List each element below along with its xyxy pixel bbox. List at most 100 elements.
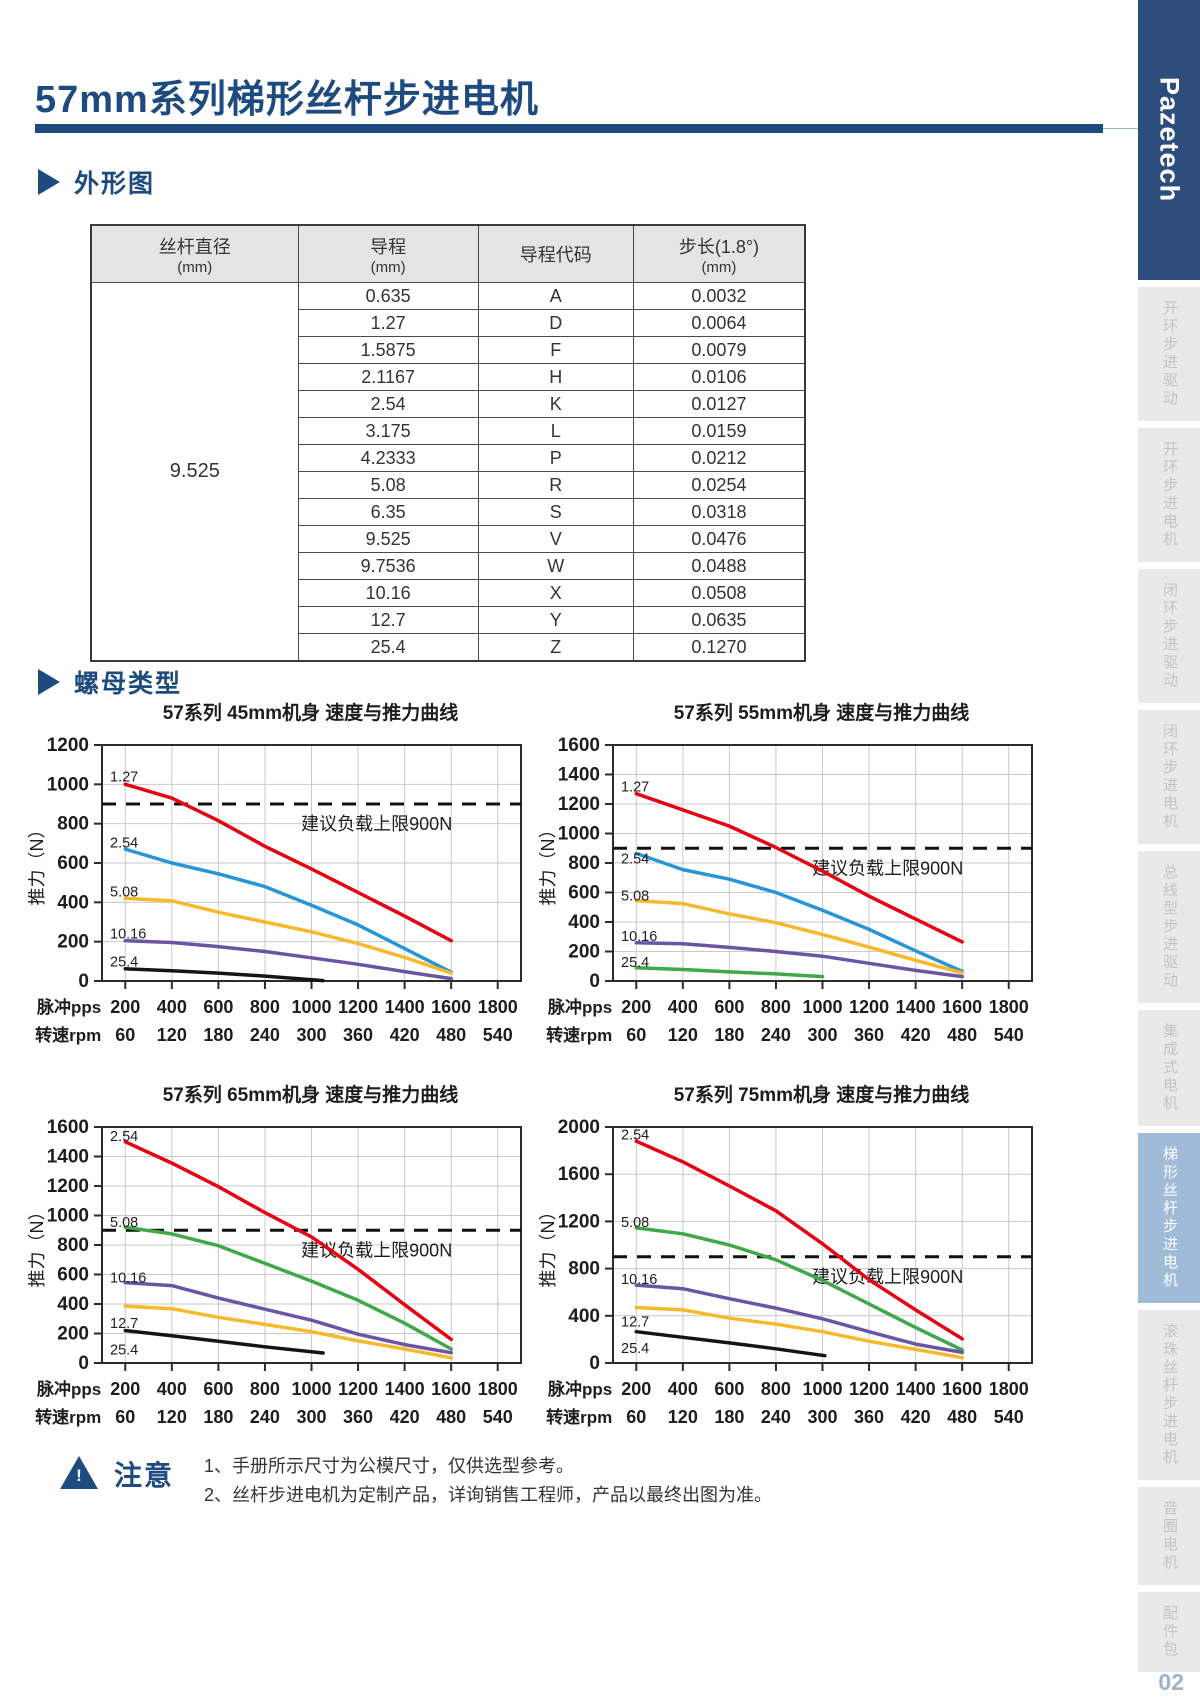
table-cell-lead: 25.4: [297, 633, 479, 662]
sidebar-item-开环步进电机[interactable]: 开环步进电机: [1138, 428, 1200, 562]
svg-text:60: 60: [115, 1025, 135, 1045]
section-outline: 外形图: [38, 164, 155, 200]
svg-text:120: 120: [668, 1407, 698, 1427]
table-cell-step: 0.0064: [632, 309, 806, 337]
svg-text:2.54: 2.54: [621, 852, 649, 868]
svg-text:120: 120: [668, 1025, 698, 1045]
svg-text:1000: 1000: [47, 1206, 89, 1227]
sidebar-item-滚珠丝杆步进电机[interactable]: 滚珠丝杆步进电机: [1138, 1310, 1200, 1480]
svg-text:2000: 2000: [558, 1117, 600, 1138]
sidebar-item-开环步进驱动[interactable]: 开环步进驱动: [1138, 287, 1200, 421]
svg-text:建议负载上限900N: 建议负载上限900N: [301, 1240, 452, 1260]
sidebar-item-配件包[interactable]: 配件包: [1138, 1592, 1200, 1672]
svg-text:1400: 1400: [47, 1147, 89, 1168]
sidebar-item-梯形丝杆步进电机[interactable]: 梯形丝杆步进电机: [1138, 1133, 1200, 1303]
title-underline-ext: [1103, 128, 1138, 129]
svg-text:1000: 1000: [558, 824, 600, 845]
sidebar-item-label: 集成式电机: [1161, 1023, 1178, 1113]
title-underline: [35, 124, 1138, 133]
svg-text:25.4: 25.4: [621, 955, 649, 971]
svg-text:转速rpm: 转速rpm: [546, 1407, 612, 1427]
svg-text:1000: 1000: [291, 1379, 331, 1399]
svg-text:240: 240: [761, 1025, 791, 1045]
notice: ! 注意 1、手册所示尺寸为公模尺寸，仅供选型参考。 2、丝杆步进电机为定制产品…: [60, 1450, 772, 1510]
table-cell-code: Y: [477, 606, 634, 634]
svg-text:25.4: 25.4: [110, 954, 138, 970]
sidebar-item-label: 闭环步进驱动: [1161, 582, 1178, 690]
svg-text:420: 420: [901, 1407, 931, 1427]
svg-text:25.4: 25.4: [621, 1341, 649, 1357]
section-nut-type: 螺母类型: [38, 664, 182, 700]
sidebar-item-闭环步进电机[interactable]: 闭环步进电机: [1138, 710, 1200, 844]
section-outline-label: 外形图: [74, 170, 156, 198]
brand-logo-block: Pazetech: [1138, 0, 1200, 280]
table-cell-step: 0.0476: [632, 525, 806, 553]
table-row: 1.27 D 0.0064: [91, 309, 806, 337]
table-row: 12.7 Y 0.0635: [91, 606, 806, 634]
svg-text:360: 360: [854, 1025, 884, 1045]
svg-text:540: 540: [994, 1025, 1024, 1045]
svg-text:1400: 1400: [385, 1379, 425, 1399]
svg-text:540: 540: [994, 1407, 1024, 1427]
table-cell-lead: 2.54: [297, 390, 479, 418]
table-cell-step: 0.0212: [632, 444, 806, 472]
table-cell-code: L: [477, 417, 634, 445]
svg-text:5.08: 5.08: [621, 888, 649, 904]
page-number: 02: [1158, 1669, 1184, 1695]
table-cell-lead: 10.16: [297, 579, 479, 607]
table-cell-code: S: [477, 498, 634, 526]
svg-text:480: 480: [947, 1025, 977, 1045]
svg-text:12.7: 12.7: [110, 1316, 138, 1332]
svg-text:转速rpm: 转速rpm: [546, 1025, 612, 1045]
table-cell-lead: 0.635: [297, 282, 479, 310]
sidebar-item-闭环步进驱动[interactable]: 闭环步进驱动: [1138, 569, 1200, 703]
chart-65mm-plot: 0 200 400 600 800 1000 1200 1400 1600 建议负载上限900N 2…: [27, 1117, 522, 1427]
svg-text:200: 200: [110, 997, 140, 1017]
svg-text:10.16: 10.16: [621, 1272, 657, 1288]
sidebar-item-label: 开环步进电机: [1161, 441, 1178, 549]
table-row: 3.175 L 0.0159: [91, 417, 806, 445]
sidebar-item-label: 开环步进驱动: [1161, 300, 1178, 408]
table-row: 10.16 X 0.0508: [91, 579, 806, 607]
svg-text:25.4: 25.4: [110, 1342, 138, 1358]
col-header-lead: 导程 (mm): [297, 224, 479, 283]
sidebar-item-总线型步进驱动[interactable]: 总线型步进驱动: [1138, 851, 1200, 1003]
sidebar-item-集成式电机[interactable]: 集成式电机: [1138, 1010, 1200, 1126]
sidebar-item-label: 滚珠丝杆步进电机: [1161, 1323, 1178, 1467]
chart-55mm-title: 57系列 55mm机身 速度与推力曲线: [673, 703, 970, 724]
triangle-bullet-icon: [38, 169, 60, 195]
charts-grid: 57系列 45mm机身 速度与推力曲线 0 200 400 600 800 1000 120…: [27, 698, 1044, 1432]
svg-text:600: 600: [714, 997, 744, 1017]
svg-text:180: 180: [714, 1407, 744, 1427]
sidebar-item-label: 音圈电机: [1161, 1500, 1178, 1572]
svg-text:300: 300: [296, 1407, 326, 1427]
svg-text:600: 600: [714, 1379, 744, 1399]
chart-75mm-title: 57系列 75mm机身 速度与推力曲线: [673, 1085, 970, 1106]
sidebar-item-音圈电机[interactable]: 音圈电机: [1138, 1487, 1200, 1585]
chart-65mm-title: 57系列 65mm机身 速度与推力曲线: [162, 1085, 459, 1106]
sidebar-item-label: 总线型步进驱动: [1161, 864, 1178, 990]
svg-text:200: 200: [57, 1324, 89, 1345]
svg-text:脉冲pps: 脉冲pps: [547, 1379, 612, 1399]
page-title: 57mm系列梯形丝杆步进电机: [35, 79, 539, 121]
svg-text:1400: 1400: [896, 1379, 936, 1399]
svg-text:1800: 1800: [478, 997, 518, 1017]
lead-table-head: 丝杆直径 (mm) 导程 (mm) 导程代码 步长(1.8°) (mm): [90, 224, 806, 283]
svg-text:60: 60: [626, 1407, 646, 1427]
table-row: 2.1167 H 0.0106: [91, 363, 806, 391]
table-cell-step: 0.0254: [632, 471, 806, 499]
svg-text:480: 480: [947, 1407, 977, 1427]
svg-text:1400: 1400: [385, 997, 425, 1017]
svg-text:1.27: 1.27: [621, 779, 649, 795]
table-cell-lead: 1.5875: [297, 336, 479, 364]
svg-text:10.16: 10.16: [110, 926, 146, 942]
table-cell-step: 0.0635: [632, 606, 806, 634]
table-cell-lead: 9.525: [297, 525, 479, 553]
svg-text:0: 0: [589, 971, 600, 992]
svg-text:转速rpm: 转速rpm: [35, 1025, 101, 1045]
svg-text:1000: 1000: [802, 1379, 842, 1399]
svg-text:400: 400: [568, 1306, 600, 1327]
table-row: 6.35 S 0.0318: [91, 498, 806, 526]
table-cell-code: K: [477, 390, 634, 418]
svg-text:5.08: 5.08: [110, 1215, 138, 1231]
